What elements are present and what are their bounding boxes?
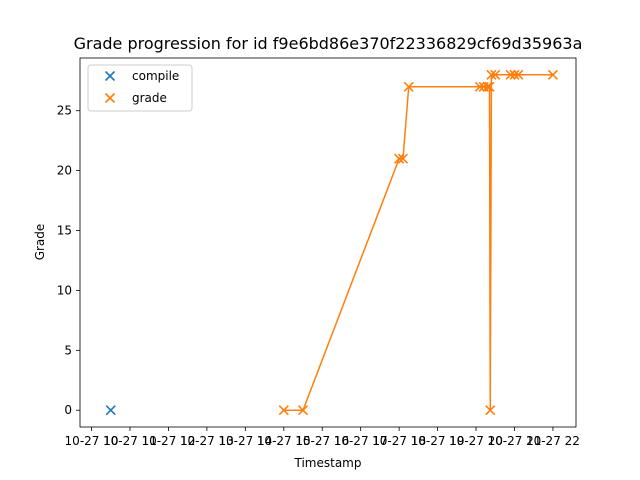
data-point-compile [105,405,116,416]
data-point-grade [297,405,309,416]
data-point-grade [482,81,493,92]
data-point-grade [394,153,405,164]
data-point-grade [484,81,495,92]
y-tick-label: 15 [57,224,72,238]
legend: compile grade [87,64,193,112]
x-tick-label: 10-27 14 [218,434,272,448]
x-tick-label: 10-27 13 [180,434,234,448]
series-compile [105,405,116,416]
series-grade [278,69,558,416]
data-point-grade [505,69,516,80]
x-tick-label: 10-27 12 [141,434,195,448]
x-tick-label: 10-27 21 [488,434,542,448]
data-point-grade [547,69,558,80]
y-tick-label: 5 [64,343,72,357]
legend-box [87,64,193,112]
data-point-grade [403,81,414,92]
axes-frame [79,57,577,428]
y-axis-label: Grade [33,224,47,261]
x-tick-label: 10-27 22 [526,434,580,448]
chart-title: Grade progression for id f9e6bd86e370f22… [74,34,583,53]
x-tick-label: 10-27 20 [449,434,503,448]
y-tick-label: 10 [57,283,72,297]
legend-marker-grade [104,92,116,104]
y-tick-label: 20 [57,164,72,178]
x-tick-label: 10-27 11 [103,434,157,448]
x-tick-label: 10-27 17 [334,434,388,448]
data-point-grade [490,69,501,80]
y-tick-label: 25 [57,104,72,118]
data-point-grade [485,405,496,416]
data-point-grade [278,405,289,416]
data-point-grade [486,69,497,80]
x-tick-label: 10-27 10 [65,434,119,448]
x-tick-label: 10-27 18 [372,434,426,448]
data-point-grade [397,153,409,164]
x-tick-label: 10-27 16 [295,434,349,448]
x-tick-label: 10-27 15 [257,434,311,448]
data-point-grade [474,81,485,92]
legend-label-compile: compile [132,69,179,83]
legend-marker-compile [104,70,116,82]
x-tick-label: 10-27 19 [411,434,465,448]
data-point-grade [513,69,524,80]
data-point-grade [509,69,520,80]
x-axis-label: Timestamp [294,456,362,470]
plot-area [105,69,558,416]
legend-label-grade: grade [132,91,167,105]
y-tick-label: 0 [64,403,72,417]
